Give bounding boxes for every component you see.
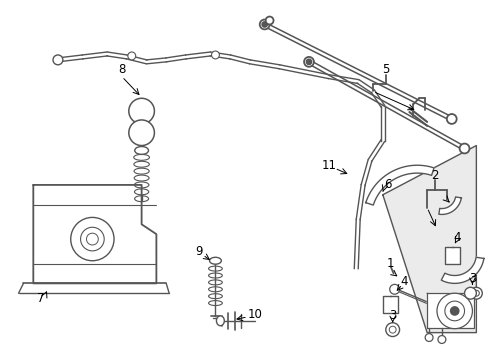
Polygon shape [438,197,460,215]
Circle shape [469,287,481,299]
Polygon shape [444,247,459,264]
Circle shape [259,19,269,30]
Circle shape [53,55,63,65]
Circle shape [128,98,154,124]
Text: 3: 3 [388,309,396,322]
Circle shape [437,336,445,343]
Circle shape [424,334,432,342]
Text: 2: 2 [430,168,438,181]
Circle shape [211,51,219,59]
Circle shape [464,287,475,299]
Circle shape [444,301,464,321]
Circle shape [262,22,266,27]
Text: 8: 8 [118,63,125,76]
Polygon shape [382,296,397,313]
Ellipse shape [216,316,224,326]
Circle shape [304,57,313,67]
Text: 3: 3 [468,272,475,285]
Text: 7: 7 [38,292,45,305]
Polygon shape [382,145,475,333]
Text: 9: 9 [195,246,202,258]
Ellipse shape [135,147,148,154]
Text: 4: 4 [400,275,407,288]
Ellipse shape [209,257,221,264]
Text: 5: 5 [381,63,388,76]
Circle shape [81,227,104,251]
Circle shape [385,323,399,337]
Text: 6: 6 [383,179,391,192]
Circle shape [265,17,273,24]
Text: 10: 10 [247,309,262,321]
Circle shape [436,293,471,329]
Circle shape [450,307,458,315]
Circle shape [127,52,136,60]
Circle shape [389,284,399,294]
Text: 11: 11 [321,159,335,172]
Circle shape [306,59,311,64]
Polygon shape [33,185,156,283]
Polygon shape [365,165,433,205]
Circle shape [459,144,468,153]
Circle shape [446,114,456,124]
Polygon shape [440,257,483,283]
Text: 1: 1 [386,257,394,270]
Text: 4: 4 [452,231,460,244]
Circle shape [128,120,154,145]
Circle shape [472,290,478,296]
Polygon shape [426,293,473,328]
Circle shape [71,217,114,261]
